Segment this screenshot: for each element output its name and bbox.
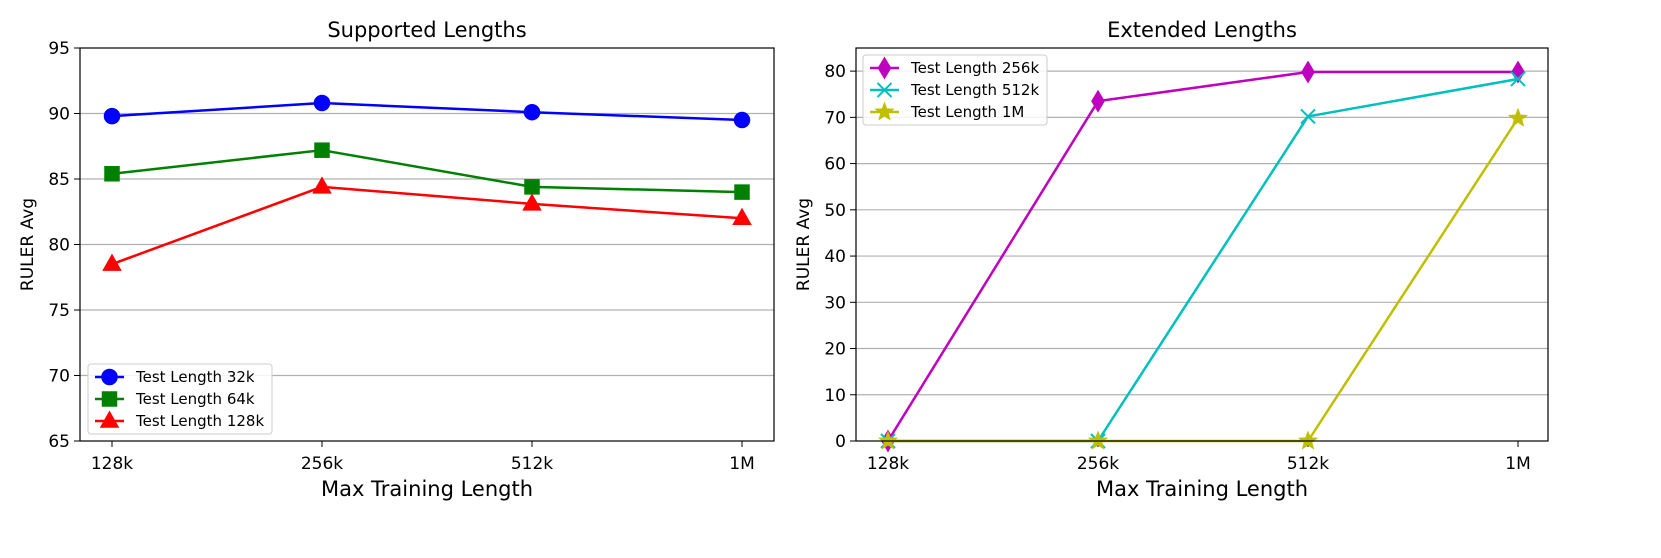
x-axis-label: Max Training Length <box>1096 477 1308 501</box>
data-point <box>1301 60 1315 84</box>
series-line <box>111 185 743 266</box>
y-tick-label: 95 <box>48 39 70 59</box>
series-2 <box>880 71 1526 449</box>
y-tick-label: 40 <box>824 247 846 267</box>
legend-marker <box>876 82 893 98</box>
legend-entry: Test Length 64k <box>95 390 255 408</box>
legend-entry: Test Length 32k <box>95 368 255 386</box>
data-point <box>524 179 540 195</box>
y-tick-label: 90 <box>48 105 70 125</box>
series-line <box>886 70 1518 442</box>
legend-label: Test Length 256k <box>910 59 1039 77</box>
data-point <box>1300 108 1316 125</box>
legend-box <box>87 363 273 435</box>
y-tick-label: 20 <box>824 340 846 360</box>
legend-entry: Test Length 512k <box>870 81 1039 99</box>
y-tick-label: 10 <box>824 386 846 406</box>
x-tick-label: 256k <box>301 454 343 474</box>
data-point <box>1507 107 1529 127</box>
x-tick-label: 128k <box>867 454 909 474</box>
data-point <box>734 184 750 200</box>
legend-marker <box>877 56 892 80</box>
x-tick-label: 256k <box>1077 454 1119 474</box>
data-point <box>877 430 899 450</box>
legend-marker <box>874 101 895 121</box>
legend-label: Test Length 64k <box>135 390 255 408</box>
legend-label: Test Length 1M <box>910 103 1024 121</box>
y-tick-label: 75 <box>48 301 70 321</box>
legend-marker <box>101 391 118 407</box>
chart-panel-1: 65 70 75 80 85 90 95 128k 256k 512k 1M Supported Le… <box>18 18 775 501</box>
data-point <box>312 176 332 194</box>
chart-panel-2: 0 10 20 30 40 50 60 70 80 128k 256k 512k 1M Extended … <box>794 18 1549 501</box>
series-line <box>111 148 743 194</box>
legend-entry: Test Length 1M <box>870 101 1024 121</box>
plot-frame <box>855 47 1549 442</box>
series-line <box>888 77 1519 443</box>
y-axis-label: RULER Avg <box>18 198 38 291</box>
series-3 <box>102 176 752 271</box>
y-tick-label: 0 <box>835 432 846 452</box>
data-point <box>103 107 121 125</box>
x-axis-label: Max Training Length <box>321 477 533 501</box>
data-point <box>523 103 541 121</box>
data-point <box>313 94 331 112</box>
chart-title: Extended Lengths <box>1107 18 1297 42</box>
x-tick-label: 1M <box>1505 454 1530 474</box>
legend-label: Test Length 128k <box>135 412 264 430</box>
legend-box <box>862 54 1048 126</box>
y-tick-label: 50 <box>824 201 846 221</box>
y-tick-label: 70 <box>824 108 846 128</box>
data-point <box>104 166 120 182</box>
legend-entry: Test Length 256k <box>870 56 1039 80</box>
data-point <box>1087 430 1109 450</box>
series-2 <box>104 142 750 200</box>
legend-marker <box>99 410 120 428</box>
x-tick-label: 1M <box>729 454 754 474</box>
x-tick-label: 128k <box>91 454 133 474</box>
y-tick-label: 85 <box>48 170 70 190</box>
y-tick-label: 80 <box>824 62 846 82</box>
x-tick-label: 512k <box>511 454 553 474</box>
legend-label: Test Length 32k <box>135 368 255 386</box>
data-point <box>522 193 542 211</box>
legend: Test Length 256k Test Length 512k Test Len… <box>862 54 1048 126</box>
data-point <box>1510 71 1526 87</box>
x-tick-label: 512k <box>1287 454 1329 474</box>
data-point <box>314 142 330 158</box>
y-tick-label: 30 <box>824 293 846 313</box>
series-1 <box>103 94 751 129</box>
y-axis-label: RULER Avg <box>794 198 814 291</box>
legend-marker <box>101 368 118 386</box>
series-line <box>111 101 743 122</box>
data-point <box>733 111 751 129</box>
data-point <box>102 253 122 271</box>
data-point <box>1297 430 1319 450</box>
legend-label: Test Length 512k <box>910 81 1039 99</box>
y-tick-label: 80 <box>48 236 70 256</box>
legend: Test Length 32k Test Length 64k Test Lengt… <box>87 363 273 435</box>
legend-entry: Test Length 128k <box>95 410 264 430</box>
plot-frame <box>79 47 775 442</box>
y-tick-label: 70 <box>48 367 70 387</box>
y-tick-label: 60 <box>824 155 846 175</box>
data-point <box>1091 89 1105 113</box>
y-tick-label: 65 <box>48 432 70 452</box>
data-point <box>732 207 752 226</box>
chart-title: Supported Lengths <box>327 18 526 42</box>
